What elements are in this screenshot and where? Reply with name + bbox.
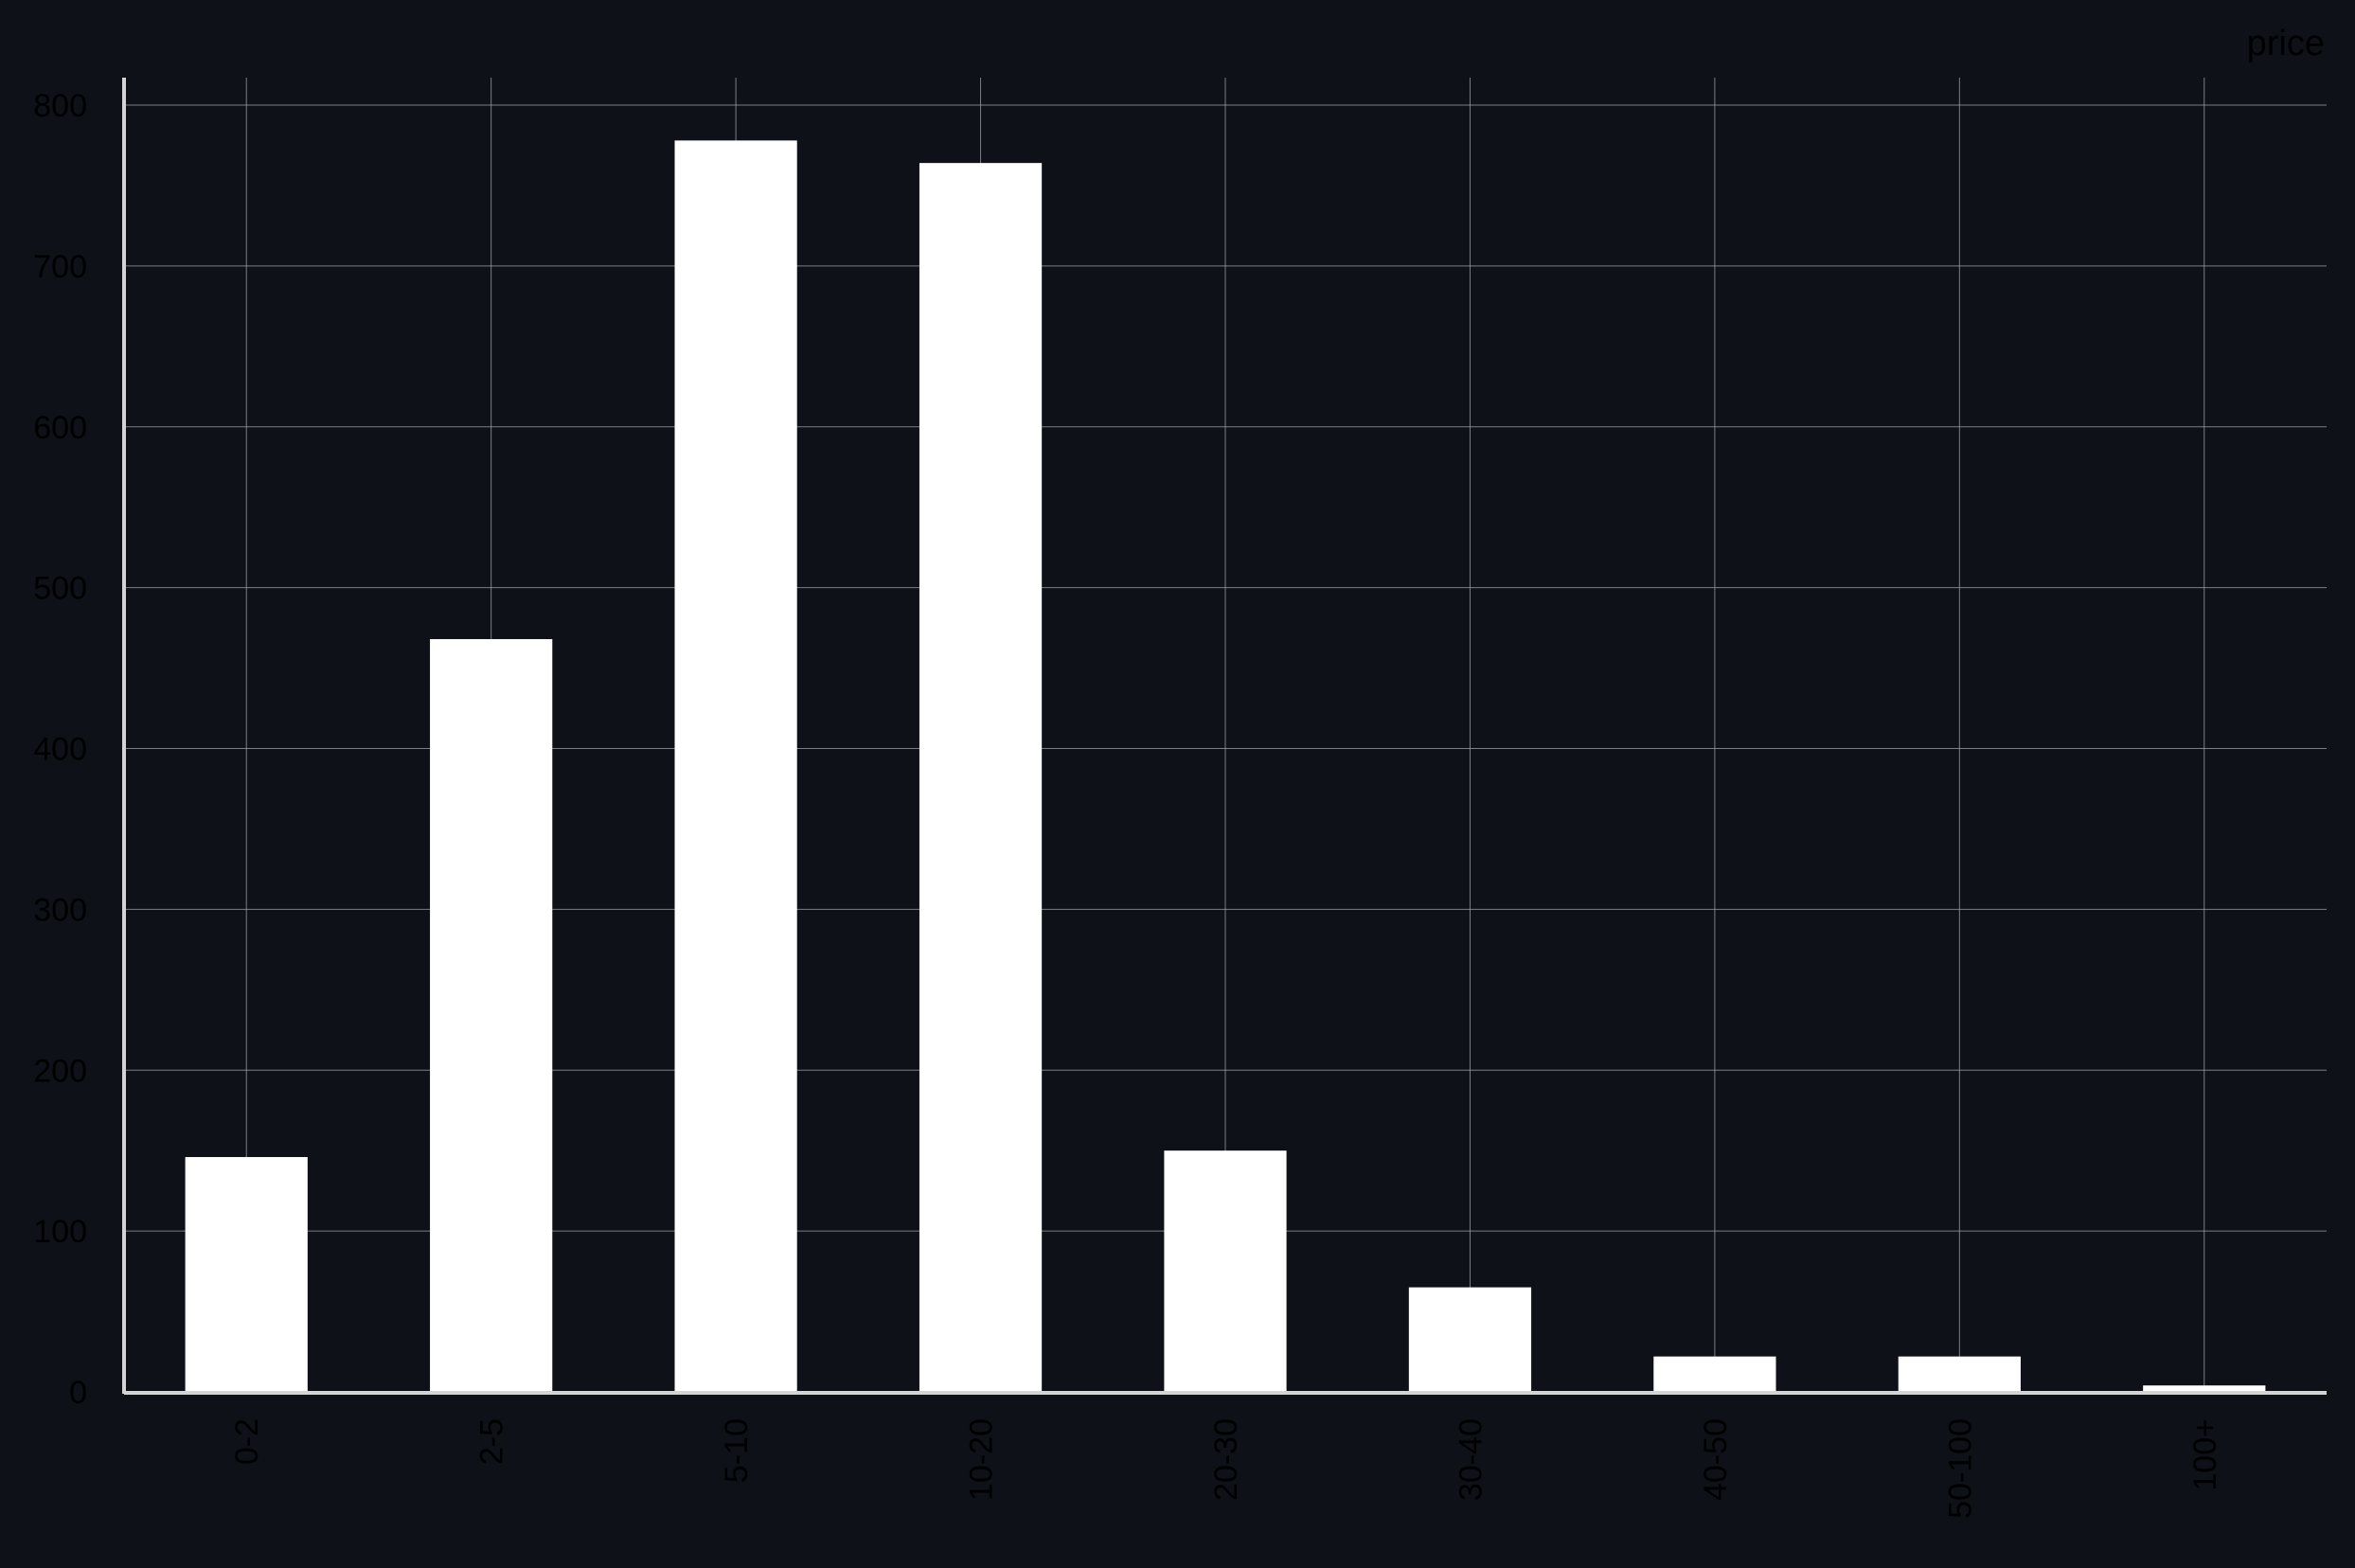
y-tick-label: 800 [33, 88, 87, 124]
x-tick-label: 0-2 [229, 1418, 265, 1465]
x-tick-label: 30-40 [1453, 1418, 1489, 1501]
y-tick-label: 200 [33, 1053, 87, 1089]
y-tick-label: 700 [33, 249, 87, 285]
bar-100+ [2143, 1385, 2266, 1392]
y-tick-label: 400 [33, 732, 87, 768]
x-tick-label: 2-5 [474, 1418, 510, 1465]
bar-10-20 [919, 163, 1043, 1392]
axes [122, 78, 2327, 1395]
x-tick-label: 100+ [2187, 1418, 2223, 1491]
bar-20-30 [1164, 1150, 1287, 1392]
bar-0-2 [185, 1156, 308, 1392]
y-tick-label: 0 [69, 1375, 87, 1411]
x-tick-label: 10-20 [964, 1418, 1000, 1501]
y-tick-label: 100 [33, 1214, 87, 1250]
bar-5-10 [674, 140, 797, 1392]
x-tick-labels: 0-2 2-5 5-10 10-20 20-30 30-40 40-50 50-100 100+ [229, 1418, 2223, 1519]
x-tick-label: 5-10 [719, 1418, 755, 1483]
bar-50-100 [1898, 1356, 2021, 1392]
y-tick-labels: 0 100 200 300 400 500 600 700 800 [33, 88, 87, 1411]
legend-series-label: price [2247, 24, 2325, 63]
y-tick-label: 300 [33, 892, 87, 928]
bar-2-5 [430, 638, 553, 1392]
bar-40-50 [1653, 1356, 1776, 1392]
x-tick-label: 50-100 [1942, 1418, 1978, 1519]
y-tick-label: 600 [33, 410, 87, 446]
y-tick-label: 500 [33, 571, 87, 607]
x-tick-label: 40-50 [1698, 1418, 1734, 1501]
legend: price [2247, 24, 2325, 63]
bar-group [185, 140, 2266, 1392]
x-tick-label: 20-30 [1208, 1418, 1244, 1501]
bar-30-40 [1408, 1287, 1532, 1392]
